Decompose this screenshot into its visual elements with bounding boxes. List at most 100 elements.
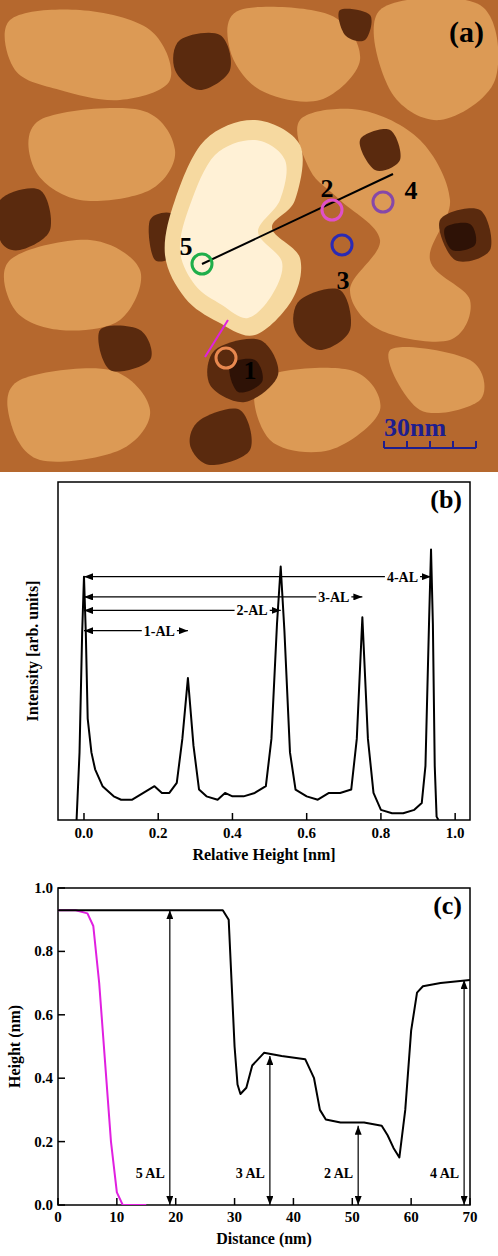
scale-bar-label: 30nm <box>384 413 446 442</box>
x-axis-title: Distance (nm) <box>216 1230 312 1248</box>
height-label: 2 AL <box>324 1166 353 1181</box>
y-tick-label: 0.2 <box>34 1134 53 1150</box>
height-arrow <box>169 910 170 1205</box>
x-tick <box>306 813 308 820</box>
x-tick <box>234 1198 236 1205</box>
x-tick-label: 0.8 <box>372 825 391 841</box>
x-tick-label: 1.0 <box>446 825 465 841</box>
label-patch <box>322 1165 355 1182</box>
label-patch <box>235 602 270 619</box>
plot-frame <box>58 482 470 820</box>
hole <box>360 129 401 171</box>
site-label: 4 <box>405 176 418 205</box>
y-tick <box>58 1141 65 1143</box>
span-label: 3-AL <box>318 590 349 605</box>
y-axis-title: Height (nm) <box>6 1005 24 1088</box>
label-patch <box>234 1165 267 1182</box>
terrace <box>374 0 498 120</box>
scale-bar-tick <box>383 441 385 448</box>
x-tick <box>352 1198 354 1205</box>
x-tick <box>454 813 456 820</box>
site-label: 2 <box>321 174 334 203</box>
x-axis-title: Relative Height [nm] <box>192 846 335 864</box>
span-label: 1-AL <box>144 624 175 639</box>
x-tick <box>57 1198 59 1205</box>
profile-line <box>202 174 393 264</box>
y-tick <box>58 1204 65 1206</box>
x-tick-label: 30 <box>227 1209 242 1225</box>
site-label: 3 <box>337 266 350 295</box>
x-tick <box>83 813 85 820</box>
label-patch <box>428 1165 461 1182</box>
site-label: 1 <box>244 356 257 385</box>
scale-bar-tick <box>406 441 408 448</box>
x-tick-label: 20 <box>168 1209 183 1225</box>
height-arrow <box>358 1126 359 1205</box>
hole <box>338 9 371 42</box>
panel-1: 0.00.20.40.60.81.0Relative Height [nm]In… <box>24 482 470 864</box>
span-label: 4-AL <box>387 570 418 585</box>
panel-a <box>0 0 498 472</box>
profile-line <box>205 320 228 357</box>
site-circle <box>192 254 212 274</box>
y-axis-title: Intensity [arb. units] <box>24 581 42 722</box>
y-tick-label: 0.6 <box>34 1007 53 1023</box>
x-tick <box>232 813 234 820</box>
x-tick-label: 40 <box>286 1209 301 1225</box>
span-arrow <box>84 576 431 577</box>
x-tick-label: 0 <box>54 1209 62 1225</box>
height-label: 4 AL <box>430 1166 459 1181</box>
height-label: 5 AL <box>136 1166 165 1181</box>
panel-2: 0102030405060700.00.20.40.60.81.0Distanc… <box>6 880 478 1248</box>
x-tick-label: 50 <box>345 1209 360 1225</box>
label-patch <box>142 623 177 640</box>
island-top <box>180 140 287 318</box>
panel-label: (c) <box>433 891 462 920</box>
y-tick-label: 1.0 <box>34 880 53 896</box>
y-tick <box>58 1014 65 1016</box>
panel-label: (b) <box>430 485 462 514</box>
figure: 1234530nm(a)0.00.20.40.60.81.0Relative H… <box>0 0 498 1256</box>
terrace <box>388 347 484 413</box>
panel-label: (a) <box>449 15 484 49</box>
terrace <box>28 108 175 201</box>
y-tick <box>58 887 65 889</box>
site-label: 5 <box>180 232 193 261</box>
hole <box>439 208 491 261</box>
terrace <box>4 240 141 331</box>
plot-frame <box>58 888 470 1205</box>
data-area <box>77 550 439 820</box>
x-tick <box>380 813 382 820</box>
site-circle <box>332 235 352 255</box>
height-label: 3 AL <box>236 1166 265 1181</box>
height-arrow <box>464 980 465 1205</box>
span-label: 2-AL <box>237 603 268 618</box>
x-tick-label: 0.2 <box>149 825 168 841</box>
data-line <box>58 910 146 1205</box>
label-patch <box>134 1165 167 1182</box>
x-tick <box>410 1198 412 1205</box>
y-tick-label: 0.8 <box>34 943 53 959</box>
data-line <box>58 910 470 1157</box>
x-tick-label: 70 <box>463 1209 478 1225</box>
site-circle <box>216 348 236 368</box>
x-tick <box>293 1198 295 1205</box>
y-tick <box>58 1077 65 1079</box>
hole <box>0 188 51 250</box>
data-area <box>58 910 470 1205</box>
label-patch <box>385 569 420 586</box>
data-line <box>77 550 439 820</box>
site-circle <box>373 192 393 212</box>
x-tick <box>157 813 159 820</box>
label-patch <box>316 589 351 606</box>
terrace <box>5 9 172 100</box>
site-circle <box>322 200 342 220</box>
scale-bar-tick <box>475 441 477 448</box>
x-tick <box>116 1198 118 1205</box>
island <box>165 120 303 336</box>
x-tick-label: 0.6 <box>297 825 316 841</box>
hole <box>98 326 151 372</box>
hole <box>207 339 278 402</box>
y-tick-label: 0.0 <box>34 1197 53 1213</box>
y-tick <box>58 951 65 953</box>
